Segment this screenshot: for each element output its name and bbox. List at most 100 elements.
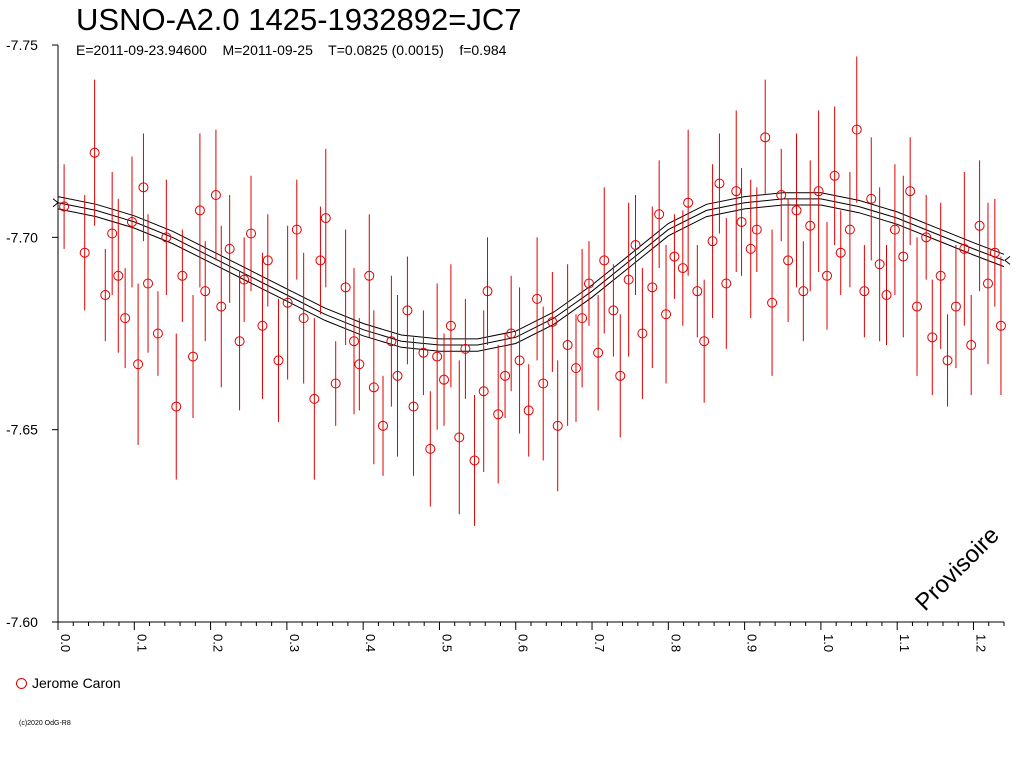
data-point (571, 363, 582, 374)
data-point (552, 420, 563, 431)
data-point (120, 313, 131, 324)
data-point (432, 351, 443, 362)
data-point (647, 282, 658, 293)
data-point (514, 355, 525, 366)
data-point (912, 301, 923, 312)
data-point (454, 432, 465, 443)
data-point (898, 251, 909, 262)
x-tick-label: 1.1 (897, 634, 912, 652)
data-point (736, 216, 747, 227)
data-point (234, 336, 245, 347)
data-point (950, 301, 961, 312)
data-point (138, 182, 149, 193)
data-point (210, 190, 221, 201)
data-point (439, 374, 450, 385)
axes (52, 44, 1005, 630)
data-point (851, 124, 862, 135)
data-point (721, 278, 732, 289)
data-point (835, 247, 846, 258)
data-point (714, 178, 725, 189)
data-point (677, 263, 688, 274)
x-tick-label: 0.6 (516, 634, 531, 652)
data-point (813, 186, 824, 197)
data-point (239, 274, 250, 285)
open-circle-icon (16, 678, 27, 689)
data-point (942, 355, 953, 366)
data-point (654, 209, 665, 220)
data-point (881, 290, 892, 301)
data-point (562, 340, 573, 351)
data-point (805, 220, 816, 231)
data-point (745, 243, 756, 254)
data-point (194, 205, 205, 216)
observation-points (59, 56, 1006, 526)
data-point (418, 347, 429, 358)
data-point (340, 282, 351, 293)
copyright-notice: (c)2020 OdG-R8 (19, 720, 71, 727)
fit-curve-bound-line (57, 204, 1005, 352)
legend-label: Jerome Caron (32, 675, 121, 691)
data-point (368, 382, 379, 393)
data-point (927, 332, 938, 343)
data-point (143, 278, 154, 289)
data-point (506, 328, 517, 339)
data-point (608, 305, 619, 316)
data-point (161, 232, 172, 243)
data-point (547, 316, 558, 327)
data-point (386, 336, 397, 347)
data-point (177, 270, 188, 281)
y-tick-label: -7.70 (6, 229, 38, 245)
data-point (493, 409, 504, 420)
data-point (89, 147, 100, 158)
x-tick-label: 0.4 (363, 634, 378, 652)
data-point (866, 193, 877, 204)
x-tick-label: 0.2 (211, 634, 226, 652)
data-point (966, 340, 977, 351)
data-point (889, 224, 900, 235)
data-point (354, 359, 365, 370)
data-point (874, 259, 885, 270)
data-point (699, 336, 710, 347)
data-point (364, 270, 375, 281)
data-point (377, 420, 388, 431)
data-point (482, 286, 493, 297)
data-point (921, 232, 932, 243)
data-point (935, 270, 946, 281)
data-point (478, 386, 489, 397)
x-tick-label: 1.0 (821, 634, 836, 652)
data-point (767, 297, 778, 308)
data-point (538, 378, 549, 389)
tick-labels: -7.75 -7.70 -7.65 -7.60 0.0 0.1 0.2 0.3 0.4 0.5 0.… (6, 37, 988, 652)
data-point (171, 401, 182, 412)
data-point (402, 305, 413, 316)
data-point (107, 228, 118, 239)
x-tick-label: 0.3 (287, 634, 302, 652)
left-arrow-marker (52, 198, 59, 208)
data-point (669, 251, 680, 262)
x-tick-label: 0.0 (58, 634, 73, 652)
chart-subtitle: E=2011-09-23.94600 M=2011-09-25 T=0.0825… (76, 42, 507, 58)
fit-curve-line (57, 198, 1005, 346)
data-point (469, 455, 480, 466)
data-point (623, 274, 634, 285)
data-point (859, 286, 870, 297)
data-point (224, 243, 235, 254)
data-point (425, 443, 436, 454)
data-point (309, 393, 320, 404)
data-point (989, 247, 1000, 258)
model-fit-curves (52, 192, 1011, 352)
data-point (291, 224, 302, 235)
x-tick-label: 0.1 (134, 634, 149, 652)
data-point (798, 286, 809, 297)
data-point (905, 186, 916, 197)
data-point (523, 405, 534, 416)
data-point (315, 255, 326, 266)
data-point (392, 370, 403, 381)
data-point (349, 336, 360, 347)
chart-title: USNO-A2.0 1425-1932892=JC7 (76, 2, 522, 37)
data-point (188, 351, 199, 362)
data-point (776, 190, 787, 201)
data-point (783, 255, 794, 266)
data-point (829, 170, 840, 181)
data-point (599, 255, 610, 266)
